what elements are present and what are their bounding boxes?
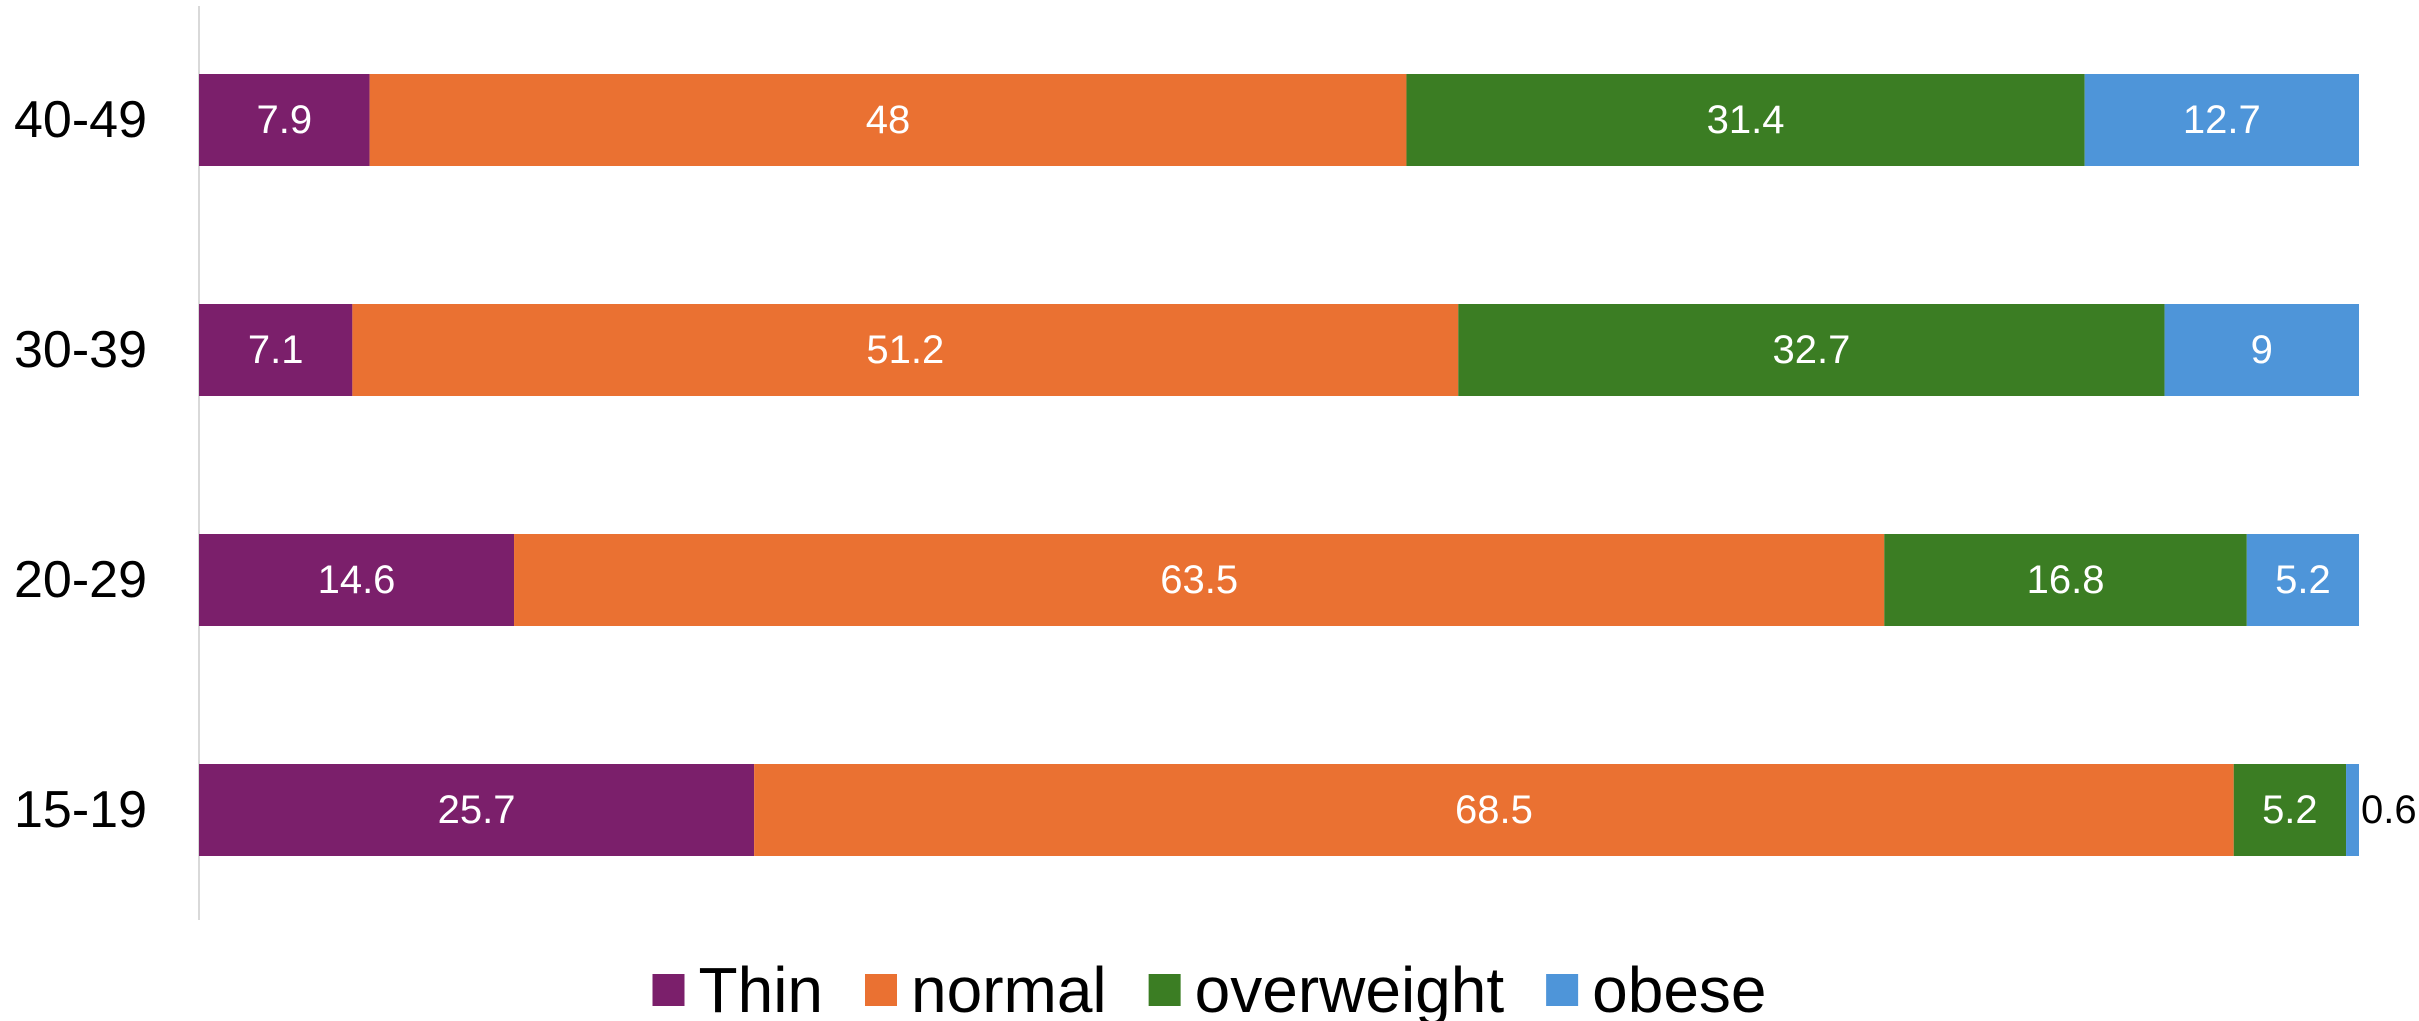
data-label: 7.9: [257, 98, 313, 142]
bar-segment-Thin: [199, 304, 353, 396]
legend-swatch-Thin: [652, 974, 685, 1006]
data-label: 63.5: [1160, 558, 1238, 602]
bar-segments: [199, 74, 2359, 856]
data-label: 7.1: [248, 328, 304, 372]
data-label: 68.5: [1455, 788, 1533, 832]
category-label: 40-49: [14, 91, 147, 149]
bar-segment-obese: [2246, 534, 2359, 626]
data-label: 51.2: [866, 328, 944, 372]
category-label: 30-39: [14, 321, 147, 379]
bar-segment-obese: [2346, 764, 2359, 856]
bar-segment-normal: [514, 534, 1885, 626]
bar-segment-Thin: [199, 764, 755, 856]
data-labels: 7.9 48 31.4 12.7 7.1 51.2 32.7 9 14.6 63.5 16.8 5.2…: [248, 98, 2417, 832]
data-label: 32.7: [1773, 328, 1851, 372]
legend: Thin normal overweight obese: [652, 954, 1767, 1021]
bar-segment-obese: [2164, 304, 2359, 396]
bar-segment-overweight: [1458, 304, 2165, 396]
bar-segment-overweight: [2233, 764, 2347, 856]
legend-swatch-obese: [1546, 974, 1579, 1006]
data-label: 0.6: [2361, 788, 2417, 832]
legend-swatch-normal: [865, 974, 897, 1006]
bar-segment-overweight: [1884, 534, 2247, 626]
category-label: 20-29: [14, 551, 147, 609]
data-label: 14.6: [318, 558, 396, 602]
data-label: 25.7: [438, 788, 516, 832]
bar-segment-Thin: [199, 534, 515, 626]
category-labels: 40-49 30-39 20-29 15-19: [14, 91, 147, 839]
data-label: 31.4: [1707, 98, 1785, 142]
data-label: 5.2: [2275, 558, 2331, 602]
data-label: 5.2: [2262, 788, 2318, 832]
data-label: 16.8: [2027, 558, 2105, 602]
bar-segment-obese: [2084, 74, 2359, 166]
bar-segment-Thin: [199, 74, 370, 166]
legend-swatch-overweight: [1148, 974, 1181, 1006]
bar-segment-normal: [352, 304, 1459, 396]
legend-label: obese: [1592, 954, 1766, 1021]
data-label: 12.7: [2183, 98, 2261, 142]
bar-segment-overweight: [1406, 74, 2085, 166]
bar-segment-normal: [369, 74, 1407, 166]
legend-label: overweight: [1195, 954, 1505, 1021]
data-label: 9: [2251, 328, 2273, 372]
legend-label: normal: [911, 954, 1107, 1021]
data-label: 48: [866, 98, 911, 142]
category-label: 15-19: [14, 781, 147, 839]
legend-label: Thin: [699, 954, 824, 1021]
bar-segment-normal: [754, 764, 2234, 856]
